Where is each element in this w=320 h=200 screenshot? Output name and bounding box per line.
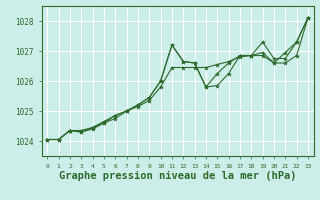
X-axis label: Graphe pression niveau de la mer (hPa): Graphe pression niveau de la mer (hPa) xyxy=(59,171,296,181)
